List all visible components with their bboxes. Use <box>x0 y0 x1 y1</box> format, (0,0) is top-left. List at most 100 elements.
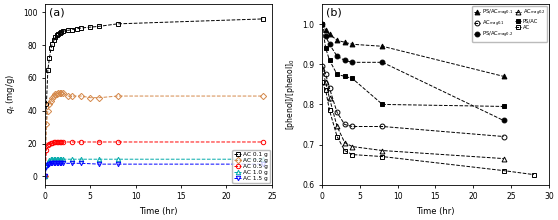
AC 0.2 g <box>46 103 53 106</box>
AC 0.1 g <box>57 31 64 34</box>
AC 0.2 g <box>78 95 84 97</box>
AC 0.2 g <box>52 93 59 96</box>
AC 1.0 g <box>49 158 56 161</box>
AC 0.1 g <box>46 57 53 60</box>
PS/AC$_{mag0.1}$ <box>379 45 386 48</box>
AC 1.0 g <box>54 158 60 161</box>
AC 0.5 g <box>259 141 266 143</box>
Legend: AC 0.1 g, AC 0.2 g, AC 0.5 g, AC 1.0 g, AC 1.5 g: AC 0.1 g, AC 0.2 g, AC 0.5 g, AC 1.0 g, … <box>233 150 270 183</box>
AC <box>349 153 355 156</box>
AC 0.5 g <box>49 141 56 144</box>
AC 0.2 g <box>57 92 64 94</box>
AC 0.5 g <box>41 175 48 178</box>
AC 0.1 g <box>259 18 266 20</box>
AC <box>334 135 340 138</box>
AC 0.1 g <box>87 26 94 28</box>
AC <box>531 173 537 176</box>
PS/AC$_{mag0.2}$ <box>326 43 333 46</box>
Y-axis label: [phenol]/[phenol]$_0$: [phenol]/[phenol]$_0$ <box>283 59 297 130</box>
Text: (a): (a) <box>50 8 65 18</box>
AC 1.5 g <box>114 163 121 165</box>
AC <box>341 149 348 152</box>
PS/AC$_{mag0.2}$ <box>379 61 386 64</box>
Line: PS/AC: PS/AC <box>320 22 506 109</box>
AC 1.0 g <box>51 158 57 161</box>
Line: PS/AC$_{mag0.2}$: PS/AC$_{mag0.2}$ <box>320 22 506 123</box>
AC 0.1 g <box>47 47 54 50</box>
AC 0.2 g <box>45 110 51 112</box>
AC 0.5 g <box>60 141 66 143</box>
AC 0.5 g <box>114 141 121 143</box>
X-axis label: Time (hr): Time (hr) <box>416 207 455 216</box>
AC 1.0 g <box>69 158 75 161</box>
AC 1.5 g <box>41 175 48 178</box>
AC 1.5 g <box>69 162 75 165</box>
AC <box>500 169 507 172</box>
AC 1.0 g <box>46 159 53 161</box>
AC 1.5 g <box>259 163 266 165</box>
AC 0.1 g <box>69 28 75 31</box>
AC$_{mag0.2}$ <box>319 67 325 70</box>
AC 1.5 g <box>52 162 59 165</box>
AC 0.2 g <box>54 92 60 95</box>
PS/AC$_{mag0.1}$ <box>323 29 329 31</box>
AC$_{mag0.1}$ <box>341 123 348 126</box>
AC 0.5 g <box>69 141 75 143</box>
AC 1.5 g <box>58 162 65 165</box>
AC 1.5 g <box>46 163 53 165</box>
AC 0.1 g <box>55 32 62 35</box>
PS/AC <box>326 59 333 62</box>
AC 0.5 g <box>43 149 50 152</box>
AC 1.5 g <box>60 162 66 165</box>
AC 1.0 g <box>52 158 59 161</box>
AC 1.0 g <box>78 158 84 161</box>
AC 0.2 g <box>114 95 121 97</box>
AC <box>326 109 333 112</box>
AC$_{mag0.1}$ <box>500 135 507 138</box>
AC 0.2 g <box>43 123 50 125</box>
AC 0.1 g <box>54 34 60 37</box>
Line: PS/AC$_{mag0.1}$: PS/AC$_{mag0.1}$ <box>320 22 506 79</box>
AC$_{mag0.1}$ <box>349 125 355 128</box>
AC 1.0 g <box>114 158 121 161</box>
AC$_{mag0.1}$ <box>319 65 325 68</box>
AC 0.2 g <box>55 92 62 94</box>
AC 0.5 g <box>52 141 59 143</box>
AC 0.5 g <box>47 141 54 144</box>
AC 1.5 g <box>45 164 51 166</box>
AC 1.5 g <box>78 162 84 165</box>
AC 0.2 g <box>87 96 94 99</box>
AC 0.1 g <box>64 29 71 32</box>
AC 1.5 g <box>51 162 57 165</box>
AC 0.2 g <box>60 92 66 94</box>
AC <box>323 89 329 92</box>
PS/AC$_{mag0.2}$ <box>341 59 348 62</box>
AC <box>319 81 325 84</box>
AC$_{mag0.2}$ <box>349 145 355 148</box>
AC 1.0 g <box>43 164 50 166</box>
AC 0.5 g <box>58 141 65 143</box>
Line: AC$_{mag0.1}$: AC$_{mag0.1}$ <box>320 64 506 139</box>
AC 0.2 g <box>96 96 103 99</box>
PS/AC$_{mag0.2}$ <box>500 119 507 122</box>
AC 0.5 g <box>54 141 60 143</box>
PS/AC <box>341 75 348 78</box>
Legend: PS/AC$_{mag0.1}$, AC$_{mag0.1}$, PS/AC$_{mag0.2}$, AC$_{mag0.2}$, PS/AC, AC: PS/AC$_{mag0.1}$, AC$_{mag0.1}$, PS/AC$_… <box>472 6 547 42</box>
AC <box>379 155 386 158</box>
AC 0.1 g <box>41 175 48 178</box>
Line: AC: AC <box>320 80 536 177</box>
AC 1.0 g <box>58 158 65 161</box>
AC 0.1 g <box>96 25 103 28</box>
PS/AC$_{mag0.2}$ <box>319 23 325 26</box>
AC 0.5 g <box>46 142 53 145</box>
AC 0.1 g <box>60 30 66 33</box>
AC 0.5 g <box>57 141 64 143</box>
AC 0.1 g <box>51 39 57 42</box>
AC$_{mag0.1}$ <box>379 125 386 128</box>
Line: AC 0.5 g: AC 0.5 g <box>42 140 265 179</box>
AC 1.0 g <box>57 158 64 161</box>
PS/AC$_{mag0.2}$ <box>349 61 355 64</box>
X-axis label: Time (hr): Time (hr) <box>139 207 177 216</box>
AC 1.5 g <box>57 162 64 165</box>
AC 0.1 g <box>78 27 84 29</box>
